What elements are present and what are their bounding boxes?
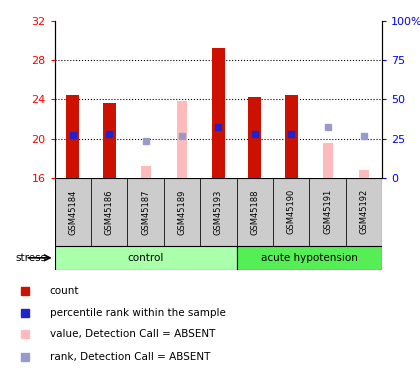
Bar (200, 178, 236, 246)
Text: value, Detection Call = ABSENT: value, Detection Call = ABSENT (50, 329, 215, 339)
Bar (55, 246, 236, 270)
Bar (55, 178, 91, 246)
Bar (310, 178, 346, 246)
Bar (127, 178, 164, 246)
Text: GSM45187: GSM45187 (141, 189, 150, 235)
Bar (177, 101, 187, 178)
Text: GSM45186: GSM45186 (105, 189, 114, 235)
Text: acute hypotension: acute hypotension (261, 253, 358, 263)
Text: rank, Detection Call = ABSENT: rank, Detection Call = ABSENT (50, 352, 210, 362)
Bar (141, 166, 151, 178)
Text: GSM45191: GSM45191 (323, 189, 332, 234)
Text: GSM45189: GSM45189 (178, 189, 186, 235)
Text: GSM45188: GSM45188 (250, 189, 259, 235)
Bar (91, 178, 127, 246)
Bar (346, 178, 382, 246)
Bar (66, 96, 79, 178)
Bar (164, 178, 200, 246)
Bar (236, 178, 273, 246)
Text: GSM45190: GSM45190 (287, 189, 296, 234)
Bar (273, 178, 310, 246)
Bar (103, 104, 116, 178)
Text: GSM45193: GSM45193 (214, 189, 223, 235)
Bar (359, 170, 369, 178)
Bar (236, 246, 382, 270)
Text: count: count (50, 286, 79, 296)
Text: control: control (127, 253, 164, 263)
Text: percentile rank within the sample: percentile rank within the sample (50, 308, 226, 318)
Bar (248, 98, 261, 178)
Text: stress: stress (15, 253, 46, 263)
Bar (212, 48, 225, 178)
Text: GSM45192: GSM45192 (360, 189, 368, 234)
Bar (285, 96, 297, 178)
Bar (323, 143, 333, 178)
Text: GSM45184: GSM45184 (68, 189, 77, 235)
